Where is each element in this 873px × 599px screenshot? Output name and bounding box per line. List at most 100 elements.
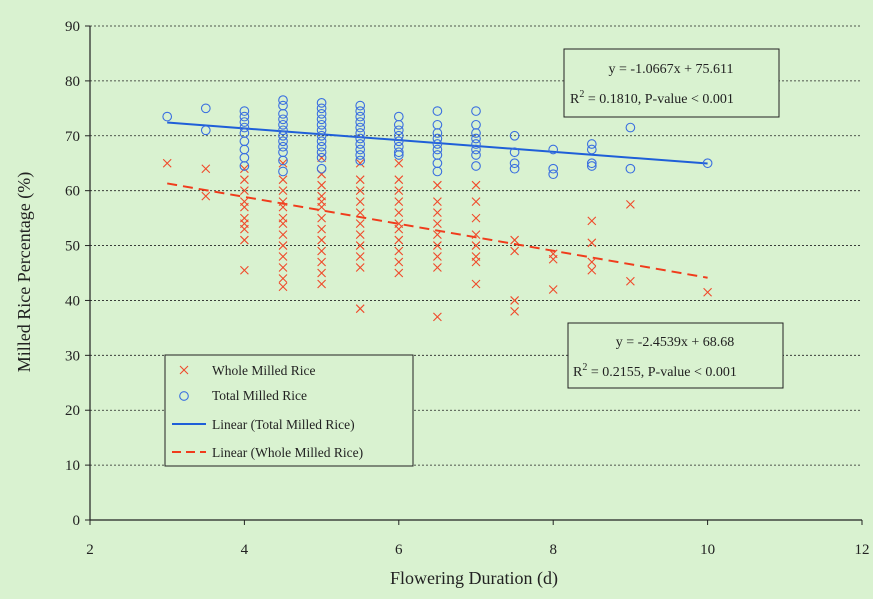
point-total-milled [316,119,327,130]
legend-label-whole-linear: Linear (Whole Milled Rice) [212,445,363,460]
point-whole-stroke [240,235,249,245]
point-whole-milled [471,197,481,207]
point-total-milled [200,125,211,136]
point-total-milled [432,106,443,116]
point-total-milled [355,100,366,111]
x-tick-label: 4 [241,542,249,558]
point-whole-milled [317,224,326,234]
point-whole-milled [278,230,288,239]
point-total-milled [509,158,520,169]
point-whole-milled [355,186,365,196]
point-whole-stroke [510,307,519,316]
point-whole-stroke [433,263,442,272]
point-total-milled [278,130,288,141]
point-whole-stroke [394,158,404,168]
point-total-milled [316,136,327,147]
x-tick-label: 12 [855,542,870,558]
point-whole-milled [471,230,481,239]
point-whole-stroke [278,230,288,239]
point-whole-milled [471,279,481,289]
point-whole-stroke [278,263,288,272]
point-whole-stroke [240,202,249,212]
x-tick-label: 8 [549,542,557,558]
point-total-milled [355,144,366,155]
point-total-milled [586,139,597,149]
point-total-milled [316,125,327,136]
point-whole-stroke [703,287,712,297]
y-tick-label: 40 [65,293,80,309]
point-whole-milled [394,257,404,267]
point-whole-milled [278,263,288,272]
equation-box-total-frame [563,48,780,118]
y-tick-label: 20 [65,403,80,419]
point-whole-milled [471,241,481,250]
point-whole-milled [394,224,404,234]
point-total-milled [316,152,327,163]
point-whole-stroke [510,246,519,256]
point-total-milled [471,150,481,160]
point-total-milled [316,141,327,152]
point-total-milled [355,139,366,149]
point-whole-milled [471,257,481,267]
point-whole-milled [355,263,365,272]
point-whole-milled [355,219,365,228]
point-whole-milled [433,312,442,322]
point-total-milled [509,147,520,158]
point-whole-milled [433,241,442,250]
point-whole-stroke [278,241,288,250]
point-whole-stroke [433,180,442,190]
point-whole-milled [317,235,326,245]
trendline-whole [167,182,708,279]
point-whole-stroke [355,263,365,272]
point-whole-stroke [394,208,404,218]
point-whole-milled [278,282,288,292]
point-whole-stroke [317,246,326,256]
point-whole-stroke [355,252,365,261]
point-total-milled [239,117,250,127]
point-whole-milled [278,202,288,212]
point-total-milled [625,163,636,174]
data-points [162,95,713,322]
point-whole-milled [240,175,249,185]
point-total-milled [393,150,404,160]
x-axis-title: Flowering Duration (d) [390,568,558,589]
point-whole-stroke [548,285,558,294]
point-total-milled [432,139,443,149]
point-whole-milled [355,158,365,168]
point-total-milled [432,144,443,155]
point-whole-stroke [471,241,481,250]
y-tick-label: 70 [65,129,80,145]
point-total-milled [432,166,443,177]
point-whole-stroke [355,219,365,228]
point-whole-stroke [355,175,365,185]
point-total-milled [316,108,327,119]
point-whole-stroke [510,296,519,305]
point-whole-milled [587,216,597,226]
point-whole-milled [394,158,404,168]
point-whole-stroke [394,186,404,196]
point-whole-milled [548,254,558,264]
point-whole-milled [587,238,597,248]
point-whole-milled [433,230,442,239]
point-whole-stroke [317,153,326,163]
point-whole-milled [317,268,326,278]
point-whole-milled [471,180,481,190]
point-total-milled [355,133,366,144]
point-total-milled [355,111,366,122]
point-total-milled [432,133,443,144]
point-whole-milled [510,307,519,316]
point-whole-milled [278,175,288,185]
point-total-milled [278,119,288,130]
point-whole-milled [626,199,635,209]
point-whole-stroke [355,186,365,196]
point-whole-milled [703,287,712,297]
point-whole-stroke [471,197,481,207]
point-total-milled [471,133,481,144]
point-whole-milled [355,241,365,250]
point-total-milled [239,161,250,171]
point-total-milled [278,95,288,105]
point-total-milled [393,125,404,136]
point-whole-stroke [433,312,442,322]
point-total-milled [278,155,288,166]
